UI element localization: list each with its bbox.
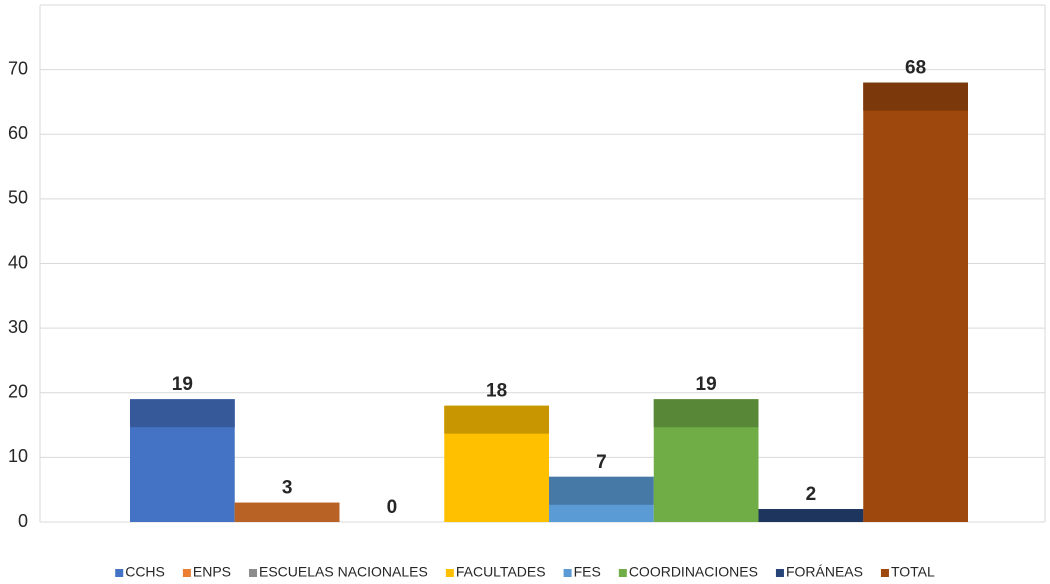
- y-tick-label: 0: [18, 511, 28, 531]
- data-label: 0: [387, 497, 398, 518]
- y-tick-label: 20: [8, 382, 28, 402]
- legend-label: COORDINACIONES: [629, 564, 758, 580]
- legend-label: FACULTADES: [456, 564, 546, 580]
- legend-label: CCHS: [125, 564, 165, 580]
- bar-top: [130, 399, 235, 428]
- legend-swatch: [249, 569, 258, 577]
- legend-swatch: [182, 569, 191, 577]
- data-label: 7: [596, 452, 607, 473]
- legend-label: FORÁNEAS: [786, 564, 863, 580]
- legend-swatch: [115, 569, 124, 577]
- y-tick-label: 70: [8, 58, 28, 78]
- bar-top: [758, 509, 864, 522]
- data-label: 18: [486, 381, 507, 402]
- legend-swatch: [880, 569, 889, 577]
- data-label: 19: [172, 374, 193, 395]
- legend-label: FES: [574, 564, 601, 580]
- legend-label: TOTAL: [891, 564, 935, 580]
- y-tick-label: 50: [8, 188, 28, 208]
- y-tick-label: 10: [8, 446, 28, 466]
- data-label: 3: [282, 478, 293, 499]
- legend-swatch: [563, 569, 572, 577]
- legend-label: ENPS: [193, 564, 231, 580]
- bar: [863, 82, 968, 523]
- legend-swatch: [445, 569, 454, 577]
- legend-label: ESCUELAS NACIONALES: [259, 564, 428, 580]
- y-tick-label: 60: [8, 123, 28, 143]
- bar-top: [863, 82, 968, 111]
- data-label: 2: [806, 484, 817, 505]
- data-label: 68: [905, 58, 926, 79]
- bar-top: [444, 405, 549, 434]
- bar-top: [234, 502, 340, 522]
- bar-top: [549, 476, 654, 505]
- legend-swatch: [618, 569, 627, 577]
- bar-top: [653, 399, 759, 428]
- data-label: 19: [696, 374, 717, 395]
- y-tick-label: 40: [8, 252, 28, 272]
- y-tick-label: 30: [8, 317, 28, 337]
- legend-swatch: [775, 569, 784, 577]
